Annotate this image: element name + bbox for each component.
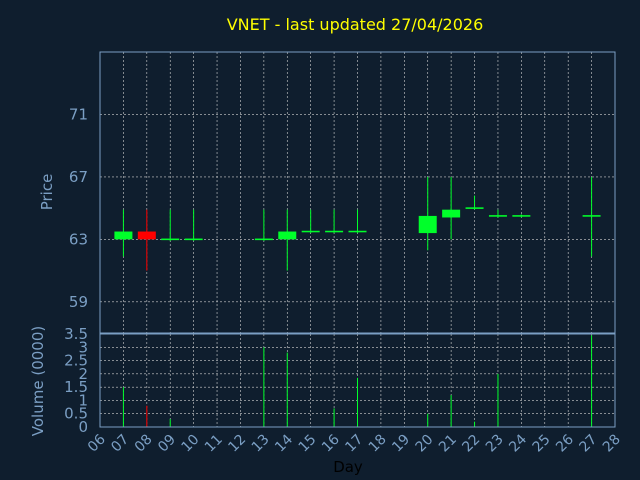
price-tick-label: 71 (69, 105, 88, 123)
price-tick-label: 67 (69, 168, 88, 186)
price-panel-frame (99, 51, 616, 334)
volume-tick-label: 1 (78, 391, 88, 409)
x-tick-label: 11 (202, 432, 226, 456)
x-tick-label: 16 (319, 431, 343, 455)
x-tick-label: 18 (366, 432, 390, 456)
price-tick-label: 59 (69, 293, 88, 311)
candle-body (301, 230, 320, 233)
x-axis-label: Day (333, 458, 363, 476)
x-tick-label: 26 (553, 431, 577, 455)
x-tick-label: 10 (179, 432, 203, 456)
volume-tick-label: 0 (78, 418, 88, 436)
candle-body (325, 230, 344, 233)
candle-body (254, 238, 273, 241)
candle-body (512, 215, 531, 217)
x-tick-label: 08 (132, 432, 156, 456)
x-tick-label: 06 (85, 431, 109, 455)
candle-body (418, 215, 437, 234)
x-tick-label: 22 (459, 432, 483, 456)
x-tick-label: 20 (413, 432, 437, 456)
x-tick-label: 25 (530, 432, 554, 456)
x-tick-label: 12 (225, 432, 249, 456)
price-tick-label: 63 (69, 230, 88, 248)
price-axis-label: Price (38, 174, 56, 211)
volume-tick-label: 0.5 (64, 405, 88, 423)
x-tick-label: 28 (600, 432, 624, 456)
candle-body (582, 215, 601, 217)
candle-body (184, 238, 203, 241)
x-tick-label: 09 (155, 432, 179, 456)
x-tick-label: 07 (108, 432, 132, 456)
volume-panel-frame (99, 333, 616, 428)
x-tick-label: 23 (483, 432, 507, 456)
candle-body (465, 207, 484, 209)
volume-tick-label: 3.5 (64, 325, 88, 343)
candle-body (137, 231, 156, 240)
x-tick-label: 17 (342, 432, 366, 456)
x-tick-label: 19 (389, 432, 413, 456)
x-tick-label: 21 (436, 432, 460, 456)
x-tick-label: 13 (249, 432, 273, 456)
x-tick-label: 27 (576, 432, 600, 456)
candle-body (278, 231, 297, 240)
volume-tick-label: 2.5 (64, 352, 88, 370)
x-tick-label: 24 (506, 431, 530, 455)
candle-body (348, 230, 367, 233)
candle-body (114, 231, 133, 240)
candle-body (442, 209, 461, 218)
candle-body (161, 238, 180, 241)
volume-tick-label: 1.5 (64, 378, 88, 396)
x-tick-label: 15 (296, 432, 320, 456)
volume-axis-label: Volume (0000) (29, 326, 47, 436)
candle-body (488, 215, 507, 217)
x-tick-label: 14 (272, 431, 296, 455)
chart-title: VNET - last updated 27/04/2026 (227, 15, 484, 34)
volume-tick-label: 2 (78, 365, 88, 383)
volume-tick-label: 3 (78, 338, 88, 356)
